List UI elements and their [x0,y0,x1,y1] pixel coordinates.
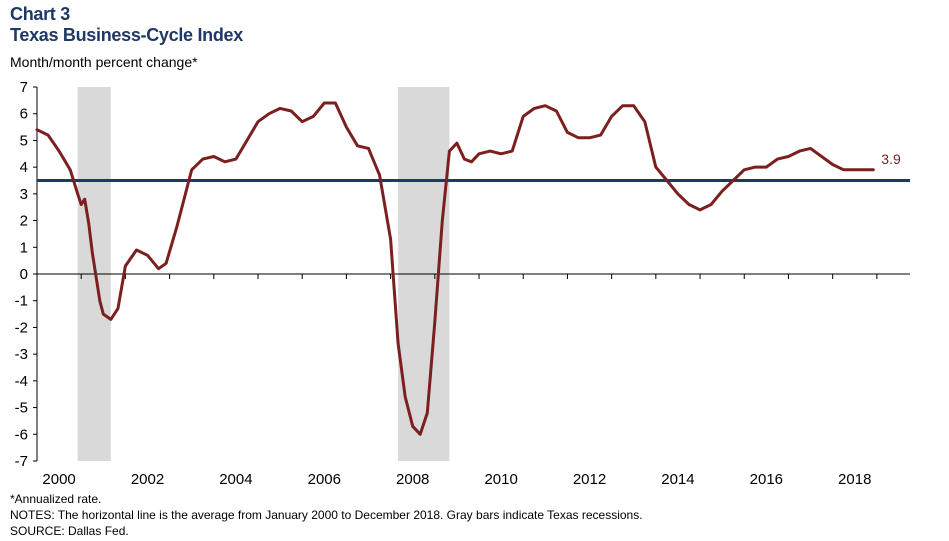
y-tick-label: 0 [20,266,28,283]
series-line [35,101,875,436]
chart-title: Texas Business-Cycle Index [10,25,243,45]
y-tick-label: -7 [15,453,28,470]
x-tick-label: 2018 [838,471,871,488]
x-tick-label: 2006 [308,471,341,488]
y-tick-label: 4 [20,159,28,176]
y-tick-label: 7 [20,79,28,96]
y-tick-label: 6 [20,106,28,123]
x-tick-label: 2008 [396,471,429,488]
y-tick-label: 3 [20,186,28,203]
title-block: Chart 3 Texas Business-Cycle Index [10,4,243,46]
x-tick-label: 2014 [661,471,694,488]
annualized-note: *Annualized rate. [10,492,102,506]
y-tick-label: -4 [15,373,28,390]
y-tick-label: -2 [15,319,28,336]
chart-number-label: Chart 3 [10,4,70,24]
y-tick-label: 2 [20,213,28,230]
x-tick-label: 2000 [42,471,75,488]
y-tick-label: -1 [15,293,28,310]
axes: 7 6 5 4 3 2 1 0 -1 -2 -3 -4 -5 -6 -7 2000 2002 2004 2006 20… [15,79,910,488]
footnotes: *Annualized rate. NOTES: The horizontal … [10,491,643,539]
y-tick-label: -3 [15,346,28,363]
y-tick-label: -5 [15,400,28,417]
notes-text: NOTES: The horizontal line is the averag… [10,508,643,522]
y-tick-label: 1 [20,239,28,256]
end-value-label: 3.9 [881,151,901,167]
y-tick-label: 5 [20,132,28,149]
x-tick-label: 2010 [484,471,517,488]
x-tick-label: 2004 [219,471,252,488]
y-axis-unit-label: Month/month percent change* [10,54,198,70]
x-tick-label: 2016 [750,471,783,488]
source-text: SOURCE: Dallas Fed. [10,524,129,538]
x-tick-label: 2002 [131,471,164,488]
x-tick-label: 2012 [573,471,606,488]
y-tick-label: -6 [15,426,28,443]
